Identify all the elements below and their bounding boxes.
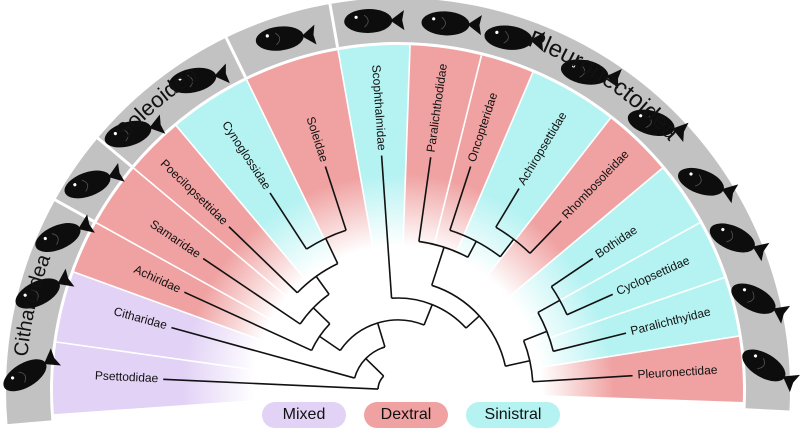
tree-branch xyxy=(376,322,386,348)
fish-silhouette xyxy=(255,24,317,51)
fish-silhouette xyxy=(64,162,125,199)
clade-label-psettodidae: Psettodidae xyxy=(95,368,159,385)
legend-dextral: Dextral xyxy=(364,402,448,428)
tree-branch xyxy=(423,304,433,326)
tree-branch xyxy=(495,188,520,228)
tree-branch xyxy=(324,166,347,231)
clade-label-scophthalmidae: Scophthalmidae xyxy=(369,64,389,151)
fish-silhouette xyxy=(627,109,689,142)
tree-branch xyxy=(319,335,341,352)
tree-node-arc xyxy=(310,323,331,351)
tree-branch xyxy=(171,326,355,379)
tree-branch xyxy=(499,238,515,258)
tree-branch xyxy=(418,157,432,242)
tree-branch xyxy=(202,257,301,325)
legend-sinistral: Sinistral xyxy=(466,402,560,428)
tree-node-arc xyxy=(299,293,330,325)
phylogenetic-tree xyxy=(163,155,633,390)
tree-branch xyxy=(537,299,561,314)
tree-branch xyxy=(431,246,445,286)
legend-mixed: Mixed xyxy=(262,402,346,428)
fish-silhouette xyxy=(15,268,75,309)
tree-branch xyxy=(529,220,562,254)
tree-branch xyxy=(505,359,530,367)
tree-node-arc xyxy=(522,340,534,382)
tree-node-arc xyxy=(449,229,501,258)
fish-silhouette xyxy=(484,25,546,52)
fish-silhouette xyxy=(421,11,482,36)
tree-branch xyxy=(365,358,385,377)
tree-branch xyxy=(566,293,614,316)
fish-silhouette xyxy=(3,348,62,392)
tree-branch xyxy=(228,226,298,294)
fish-silhouette xyxy=(104,114,166,148)
tree-node-arc xyxy=(391,297,467,329)
tree-node-arc xyxy=(339,319,425,351)
tree-branch xyxy=(269,192,308,250)
tree-branch xyxy=(315,275,330,295)
tree-branch xyxy=(163,378,379,390)
tree-branch xyxy=(324,238,339,264)
tree-branch xyxy=(523,330,548,342)
tree-node-arc xyxy=(431,284,507,367)
fish-silhouette xyxy=(731,283,791,324)
fish-silhouette xyxy=(560,59,622,89)
tree-branch xyxy=(312,307,331,325)
tree-branch xyxy=(183,291,312,352)
tree-node-arc xyxy=(306,229,347,250)
tree-branch xyxy=(467,240,477,258)
fish-silhouette xyxy=(678,167,739,204)
tree-node-arc xyxy=(353,346,386,379)
fish-silhouette xyxy=(344,8,405,34)
fish-silhouette xyxy=(709,223,770,262)
fish-silhouette xyxy=(168,63,230,94)
tree-branch xyxy=(553,332,627,353)
fish-silhouette xyxy=(742,349,800,393)
tree-branch xyxy=(532,374,633,383)
fish-silhouettes xyxy=(3,8,800,393)
tree-branch xyxy=(465,315,480,329)
tree-branch xyxy=(449,166,472,231)
tree-branch xyxy=(380,155,393,299)
tree-node-arc xyxy=(418,240,469,258)
clade-label-pleuronectidae: Pleuronectidae xyxy=(637,363,718,382)
tree-branch xyxy=(550,257,594,288)
fish-silhouette xyxy=(35,214,95,253)
tree-node-arc xyxy=(296,262,339,294)
